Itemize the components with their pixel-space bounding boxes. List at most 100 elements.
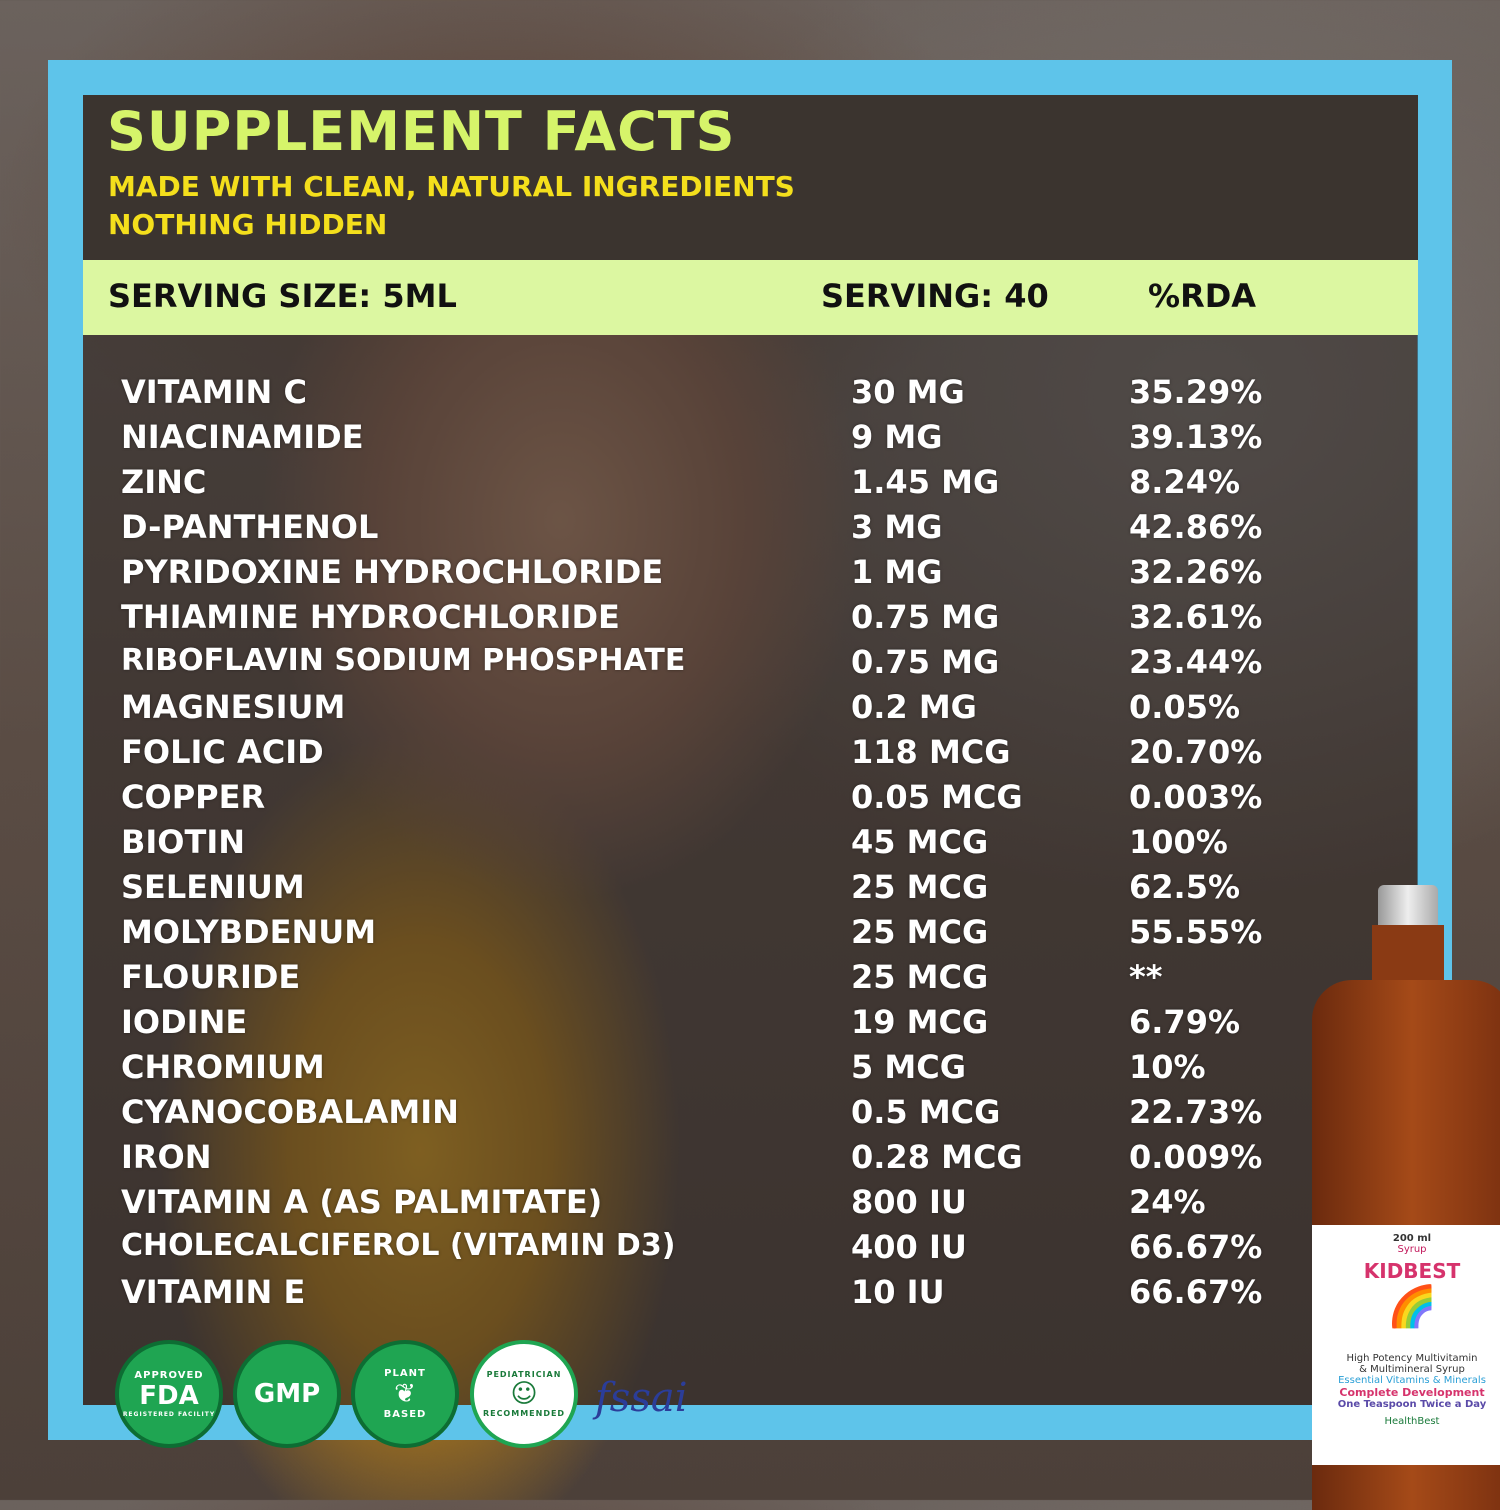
nutrient-name: CHOLECALCIFEROL (VITAMIN D3) — [121, 1228, 676, 1263]
nutrient-rda: 32.61% — [1129, 598, 1263, 636]
nutrient-rda: 10% — [1129, 1048, 1206, 1086]
rda-header: %RDA — [1148, 277, 1257, 315]
plant-based-badge: PLANT ❦ BASED — [351, 1340, 459, 1448]
nutrient-name: CYANOCOBALAMIN — [121, 1093, 459, 1131]
nutrient-rda: 0.009% — [1129, 1138, 1263, 1176]
subtitle-1: MADE WITH CLEAN, NATURAL INGREDIENTS — [108, 170, 795, 203]
product-brand: KIDBEST — [1363, 1259, 1461, 1283]
nutrient-name: NIACINAMIDE — [121, 418, 364, 456]
nutrient-name: RIBOFLAVIN SODIUM PHOSPHATE — [121, 643, 686, 678]
nutrient-name: COPPER — [121, 778, 266, 816]
header-box — [83, 95, 1418, 260]
nutrient-amount: 1.45 MG — [851, 463, 1000, 501]
nutrient-rda: 22.73% — [1129, 1093, 1263, 1131]
baby-face-icon: ☺ — [510, 1379, 538, 1409]
nutrient-rda: 8.24% — [1129, 463, 1241, 501]
servings-count: SERVING: 40 — [821, 277, 1049, 315]
nutrient-amount: 25 MCG — [851, 913, 989, 951]
blue-frame — [48, 60, 1452, 1440]
nutrient-amount: 30 MG — [851, 373, 965, 411]
nutrient-rda: 42.86% — [1129, 508, 1263, 546]
ped-bottom: RECOMMENDED — [482, 1409, 566, 1418]
nutrient-name: D-PANTHENOL — [121, 508, 379, 546]
table-row: BIOTIN 45 MCG 100% — [0, 823, 1500, 868]
nutrient-name: CHROMIUM — [121, 1048, 325, 1086]
nutrient-name: IODINE — [121, 1003, 248, 1041]
nutrient-name: MOLYBDENUM — [121, 913, 377, 951]
product-line1: High Potency Multivitamin — [1346, 1353, 1478, 1364]
nutrient-name: MAGNESIUM — [121, 688, 346, 726]
nutrient-rda: ** — [1129, 958, 1163, 996]
nutrient-rda: 100% — [1129, 823, 1228, 861]
nutrient-name: FOLIC ACID — [121, 733, 324, 771]
fda-top: APPROVED — [134, 1370, 204, 1381]
nutrient-name: FLOURIDE — [121, 958, 301, 996]
nutrient-amount: 10 IU — [851, 1273, 945, 1311]
nutrient-amount: 45 MCG — [851, 823, 989, 861]
nutrient-rda: 55.55% — [1129, 913, 1263, 951]
nutrient-amount: 5 MCG — [851, 1048, 966, 1086]
nutrient-rda: 66.67% — [1129, 1228, 1263, 1266]
table-row: IRON 0.28 MCG 0.009% — [0, 1138, 1500, 1183]
product-line2: & Multimineral Syrup — [1359, 1364, 1465, 1375]
nutrient-name: BIOTIN — [121, 823, 246, 861]
nutrient-amount: 0.75 MG — [851, 643, 1000, 681]
table-row: COPPER 0.05 MCG 0.003% — [0, 778, 1500, 823]
nutrient-amount: 1 MG — [851, 553, 943, 591]
nutrient-name: VITAMIN E — [121, 1273, 306, 1311]
product-bottle: 200 ml Syrup KIDBEST 🌈 High Potency Mult… — [1312, 885, 1500, 1510]
table-row: FOLIC ACID 118 MCG 20.70% — [0, 733, 1500, 778]
nutrient-amount: 25 MCG — [851, 958, 989, 996]
fda-bottom: REGISTERED FACILITY — [122, 1411, 216, 1418]
product-line4: Complete Development — [1339, 1386, 1485, 1399]
plant-bottom: BASED — [383, 1409, 427, 1420]
table-row: MAGNESIUM 0.2 MG 0.05% — [0, 688, 1500, 733]
table-row: D-PANTHENOL 3 MG 42.86% — [0, 508, 1500, 553]
ped-top: PEDIATRICIAN — [486, 1370, 562, 1379]
rainbow-icon: 🌈 — [1387, 1284, 1437, 1330]
nutrient-amount: 0.5 MCG — [851, 1093, 1001, 1131]
fda-main: FDA — [139, 1381, 199, 1411]
table-row: CHOLECALCIFEROL (VITAMIN D3) 400 IU 66.67% — [0, 1228, 1500, 1273]
fssai-logo: fssai — [595, 1375, 688, 1421]
nutrient-name: THIAMINE HYDROCHLORIDE — [121, 598, 620, 636]
nutrient-amount: 0.75 MG — [851, 598, 1000, 636]
nutrient-amount: 9 MG — [851, 418, 943, 456]
table-row: VITAMIN E 10 IU 66.67% — [0, 1273, 1500, 1318]
nutrient-amount: 800 IU — [851, 1183, 967, 1221]
serving-size: SERVING SIZE: 5ML — [108, 277, 457, 315]
table-row: SELENIUM 25 MCG 62.5% — [0, 868, 1500, 913]
leaf-icon: ❦ — [394, 1379, 416, 1409]
table-row: VITAMIN C 30 MG 35.29% — [0, 373, 1500, 418]
fda-badge: APPROVED FDA REGISTERED FACILITY — [115, 1340, 223, 1448]
bottle-neck — [1372, 925, 1444, 985]
page-title: SUPPLEMENT FACTS — [107, 100, 736, 163]
nutrient-name: SELENIUM — [121, 868, 305, 906]
nutrient-name: IRON — [121, 1138, 212, 1176]
nutrient-name: ZINC — [121, 463, 207, 501]
table-row: NIACINAMIDE 9 MG 39.13% — [0, 418, 1500, 463]
nutrient-rda: 39.13% — [1129, 418, 1263, 456]
product-line5: One Teaspoon Twice a Day — [1337, 1399, 1487, 1410]
nutrient-rda: 23.44% — [1129, 643, 1263, 681]
bottle-label: 200 ml Syrup KIDBEST 🌈 High Potency Mult… — [1312, 1225, 1500, 1465]
serving-band: SERVING SIZE: 5ML SERVING: 40 %RDA — [83, 260, 1418, 335]
product-form: Syrup — [1397, 1244, 1427, 1255]
table-row: VITAMIN A (AS PALMITATE) 800 IU 24% — [0, 1183, 1500, 1228]
nutrient-rda: 0.003% — [1129, 778, 1263, 816]
nutrient-name: PYRIDOXINE HYDROCHLORIDE — [121, 553, 664, 591]
nutrient-rda: 20.70% — [1129, 733, 1263, 771]
table-row: IODINE 19 MCG 6.79% — [0, 1003, 1500, 1048]
pediatrician-badge: PEDIATRICIAN ☺ RECOMMENDED — [470, 1340, 578, 1448]
table-row: MOLYBDENUM 25 MCG 55.55% — [0, 913, 1500, 958]
nutrient-amount: 3 MG — [851, 508, 943, 546]
table-row: THIAMINE HYDROCHLORIDE 0.75 MG 32.61% — [0, 598, 1500, 643]
table-row: RIBOFLAVIN SODIUM PHOSPHATE 0.75 MG 23.44% — [0, 643, 1500, 688]
product-line3: Essential Vitamins & Minerals — [1338, 1375, 1486, 1386]
nutrient-name: VITAMIN A (AS PALMITATE) — [121, 1183, 603, 1221]
table-row: FLOURIDE 25 MCG ** — [0, 958, 1500, 1003]
subtitle-2: NOTHING HIDDEN — [108, 208, 388, 241]
nutrient-amount: 0.05 MCG — [851, 778, 1023, 816]
nutrient-rda: 0.05% — [1129, 688, 1241, 726]
gmp-badge: GMP — [233, 1340, 341, 1448]
